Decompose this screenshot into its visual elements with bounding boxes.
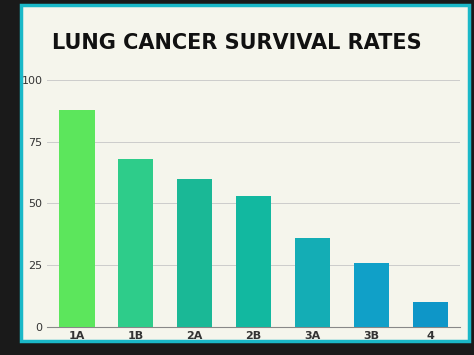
Bar: [354, 262, 389, 327]
Bar: [118, 159, 154, 327]
Bar: [236, 196, 271, 327]
Bar: [413, 302, 448, 327]
Bar: [295, 238, 330, 327]
Bar: [59, 110, 94, 327]
Bar: [177, 179, 212, 327]
Text: LUNG CANCER SURVIVAL RATES: LUNG CANCER SURVIVAL RATES: [52, 33, 422, 53]
